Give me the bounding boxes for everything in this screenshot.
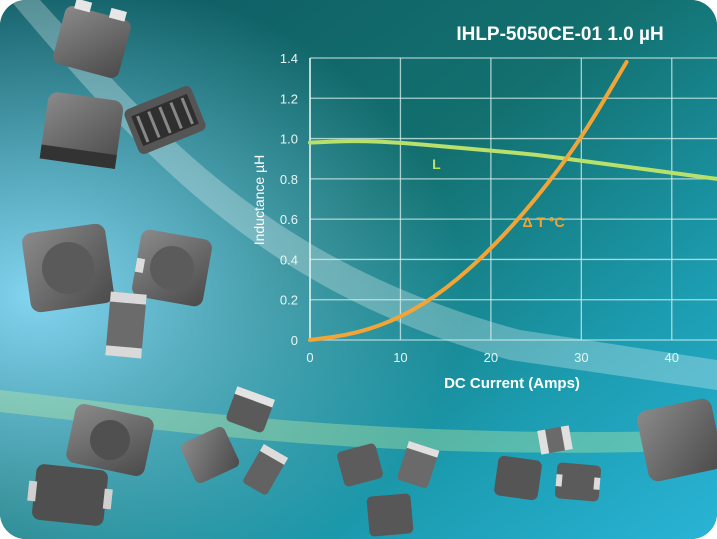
series-point [671,172,673,174]
series-point [444,145,446,147]
chart-title: IHLP-5050CE-01 1.0 µH [456,24,663,45]
series-point [625,166,627,168]
inductor-chip [226,386,275,433]
series-label-0: L [432,156,441,172]
y-tick-label: 1.2 [280,91,298,106]
series-point [309,141,311,143]
inductor-chip [637,398,717,482]
inductor-chip [397,441,440,488]
y-tick-label: 0.8 [280,172,298,187]
inductor-chip [105,291,147,359]
inductor-chip [124,86,206,154]
series-labels: L Δ T °C [432,156,565,230]
x-tick-label: 30 [574,350,588,365]
series-label-1: Δ T °C [523,214,565,230]
series-point [354,333,356,335]
series-point [309,339,311,341]
series-line-1 [308,60,629,342]
light-sweep-lower [0,390,717,453]
series-point [580,160,582,162]
series-point [490,149,492,151]
y-tick-label: 1.0 [280,132,298,147]
series-point [399,317,401,319]
light-sweep-upper [10,0,717,390]
y-tick-label: 0.4 [280,252,298,267]
y-axis-label: Inductance µH [251,155,267,246]
series-point [490,248,492,250]
inductor-chip [180,426,240,484]
inductor-chip [22,223,114,313]
inductor-chip [243,443,289,495]
x-tick-label: 20 [484,350,498,365]
inductor-chip [537,425,573,455]
series-point [535,153,537,155]
inductor-chip [366,493,414,537]
inductor-chip [27,464,113,526]
x-tick-label: 10 [393,350,407,365]
y-tick-label: 0.6 [280,212,298,227]
chart-series [308,60,717,342]
series-line-0 [308,139,717,181]
series-point [444,288,446,290]
y-tick-label: 0.2 [280,293,298,308]
chart-grid [309,57,717,341]
series-point [580,137,582,139]
series-point [399,141,401,143]
x-axis-label: DC Current (Amps) [444,375,580,392]
x-tick-label: 40 [665,350,679,365]
y-tick-label: 1.4 [280,51,298,66]
inductor-chip [494,455,542,501]
inductor-chip [554,462,602,502]
y-axis-ticks: 0 0.2 0.4 0.6 0.8 1.0 1.2 1.4 [280,51,298,348]
inductor-chip [39,92,124,169]
inductor-chip [337,443,383,487]
series-point [625,61,627,63]
x-tick-label: 0 [306,350,313,365]
series-point [354,139,356,141]
x-axis-ticks: 0 10 20 30 40 [306,350,679,365]
inductor-chip [53,0,131,78]
series-point [535,198,537,200]
inductor-chip [132,229,212,307]
inductor-chip [66,404,154,476]
y-tick-label: 0 [291,333,298,348]
inductor-components [22,0,717,537]
